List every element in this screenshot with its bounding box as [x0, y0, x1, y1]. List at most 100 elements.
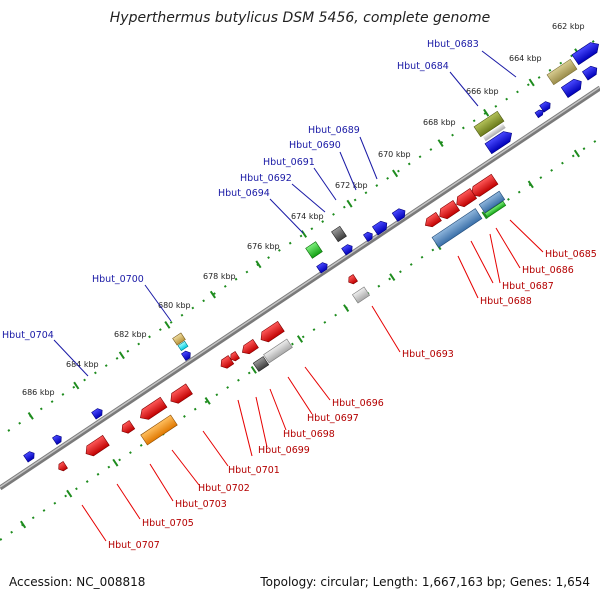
- gene-label[interactable]: Hbut_0697: [307, 413, 359, 424]
- gene-arrow-forward[interactable]: [371, 219, 389, 236]
- gene-label[interactable]: Hbut_0692: [240, 173, 292, 184]
- gene-label[interactable]: Hbut_0687: [502, 281, 554, 292]
- gene-arrow-reverse[interactable]: [137, 396, 168, 423]
- gene-arrow-reverse[interactable]: [218, 355, 235, 371]
- gene-arrow-reverse[interactable]: [119, 420, 136, 436]
- major-tick: [66, 489, 73, 498]
- gene-feature[interactable]: [263, 338, 293, 364]
- gene-label[interactable]: Hbut_0700: [92, 274, 144, 285]
- major-tick: [437, 139, 444, 147]
- genome-backbone-highlight: [0, 86, 600, 488]
- gene-arrow-reverse[interactable]: [240, 338, 259, 356]
- gene-arrow-reverse[interactable]: [228, 351, 240, 362]
- kbp-label: 664 kbp: [509, 54, 542, 63]
- gene-arrow-forward[interactable]: [91, 407, 105, 420]
- gene-feature[interactable]: [140, 414, 178, 446]
- gene-label[interactable]: Hbut_0690: [289, 140, 341, 151]
- gene-arrow-forward[interactable]: [52, 433, 63, 445]
- gene-label[interactable]: Hbut_0685: [545, 249, 597, 260]
- forward-strand-features: [23, 39, 600, 463]
- kbp-label: 684 kbp: [66, 360, 99, 369]
- gene-feature[interactable]: [482, 123, 506, 142]
- major-tick: [346, 199, 353, 208]
- major-tick: [300, 230, 308, 238]
- gene-label[interactable]: Hbut_0707: [108, 540, 160, 551]
- gene-label[interactable]: Hbut_0703: [175, 499, 227, 510]
- major-tick: [20, 520, 27, 529]
- leader-lines-forward: [53, 50, 517, 377]
- kbp-label: 662 kbp: [552, 22, 585, 31]
- accession-text: Accession: NC_008818: [9, 575, 146, 589]
- gene-arrow-forward[interactable]: [181, 349, 192, 361]
- gene-arrow-reverse[interactable]: [468, 173, 499, 200]
- gene-labels-forward: Hbut_0683 Hbut_0684 Hbut_0689 Hbut_0690 …: [2, 39, 479, 341]
- gene-feature[interactable]: [351, 286, 371, 304]
- kbp-label: 686 kbp: [22, 388, 55, 397]
- gene-label[interactable]: Hbut_0683: [427, 39, 479, 50]
- gene-arrow-forward[interactable]: [581, 64, 599, 81]
- gene-label[interactable]: Hbut_0698: [283, 429, 335, 440]
- gene-arrow-forward[interactable]: [363, 230, 374, 242]
- gene-arrow-reverse[interactable]: [168, 383, 193, 406]
- gene-arrow-forward[interactable]: [484, 128, 515, 155]
- gene-label[interactable]: Hbut_0689: [308, 125, 360, 136]
- gene-arrow-forward[interactable]: [534, 108, 545, 119]
- gene-label[interactable]: Hbut_0699: [258, 445, 310, 456]
- gene-feature[interactable]: [546, 58, 578, 86]
- major-tick: [209, 290, 216, 299]
- major-tick: [527, 180, 534, 189]
- gene-arrow-forward[interactable]: [571, 39, 600, 66]
- gene-arrow-reverse[interactable]: [346, 274, 358, 285]
- gene-label[interactable]: Hbut_0688: [480, 296, 532, 307]
- gene-arrow-reverse[interactable]: [83, 434, 110, 458]
- kbp-label: 668 kbp: [423, 118, 456, 127]
- gene-label[interactable]: Hbut_0705: [142, 518, 194, 529]
- genome-title: Hyperthermus butylicus DSM 5456, complet…: [109, 10, 491, 26]
- gene-feature[interactable]: [177, 340, 189, 352]
- gene-arrow-forward[interactable]: [560, 76, 584, 98]
- major-tick: [528, 78, 535, 87]
- major-tick: [112, 458, 119, 467]
- major-tick: [389, 273, 396, 282]
- gene-label[interactable]: Hbut_0701: [228, 465, 280, 476]
- kbp-label: 672 kbp: [335, 181, 368, 190]
- gene-feature[interactable]: [331, 225, 347, 243]
- major-tick: [343, 304, 350, 312]
- gene-feature[interactable]: [431, 208, 483, 248]
- gene-feature[interactable]: [473, 110, 505, 138]
- gene-arrow-reverse[interactable]: [56, 461, 68, 472]
- gene-arrow-reverse[interactable]: [453, 188, 478, 209]
- gene-label[interactable]: Hbut_0702: [198, 483, 250, 494]
- gene-arrow-reverse[interactable]: [436, 200, 461, 221]
- gene-arrow-reverse[interactable]: [423, 211, 442, 229]
- gene-label[interactable]: Hbut_0693: [402, 349, 454, 360]
- gene-feature[interactable]: [305, 241, 323, 259]
- gene-arrow-forward[interactable]: [391, 207, 408, 222]
- kbp-label: 676 kbp: [247, 242, 280, 251]
- gene-feature[interactable]: [252, 356, 270, 372]
- gene-label[interactable]: Hbut_0696: [332, 398, 384, 409]
- kbp-label: 680 kbp: [158, 301, 191, 310]
- gene-label[interactable]: Hbut_0694: [218, 188, 270, 199]
- gene-feature[interactable]: [484, 200, 507, 218]
- genome-summary-text: Topology: circular; Length: 1,667,163 bp…: [260, 575, 590, 589]
- reverse-strand-features: [56, 173, 507, 472]
- forward-tick-track: [7, 36, 600, 432]
- leader-lines-reverse: [81, 219, 544, 542]
- gene-feature[interactable]: [172, 332, 186, 346]
- kbp-labels: 662 kbp 664 kbp 666 kbp 668 kbp 670 kbp …: [22, 22, 585, 397]
- gene-label[interactable]: Hbut_0684: [397, 61, 449, 72]
- gene-label[interactable]: Hbut_0704: [2, 330, 54, 341]
- gene-arrow-forward[interactable]: [316, 261, 330, 274]
- major-tick: [573, 149, 580, 158]
- gene-arrow-forward[interactable]: [23, 450, 37, 463]
- gene-label[interactable]: Hbut_0686: [522, 265, 574, 276]
- gene-feature[interactable]: [478, 190, 506, 214]
- major-ticks-forward: [27, 48, 581, 420]
- kbp-label: 678 kbp: [203, 272, 236, 281]
- gene-label[interactable]: Hbut_0691: [263, 157, 315, 168]
- gene-arrow-forward[interactable]: [341, 243, 355, 256]
- genome-backbone: [0, 85, 600, 491]
- gene-arrow-reverse[interactable]: [258, 320, 285, 344]
